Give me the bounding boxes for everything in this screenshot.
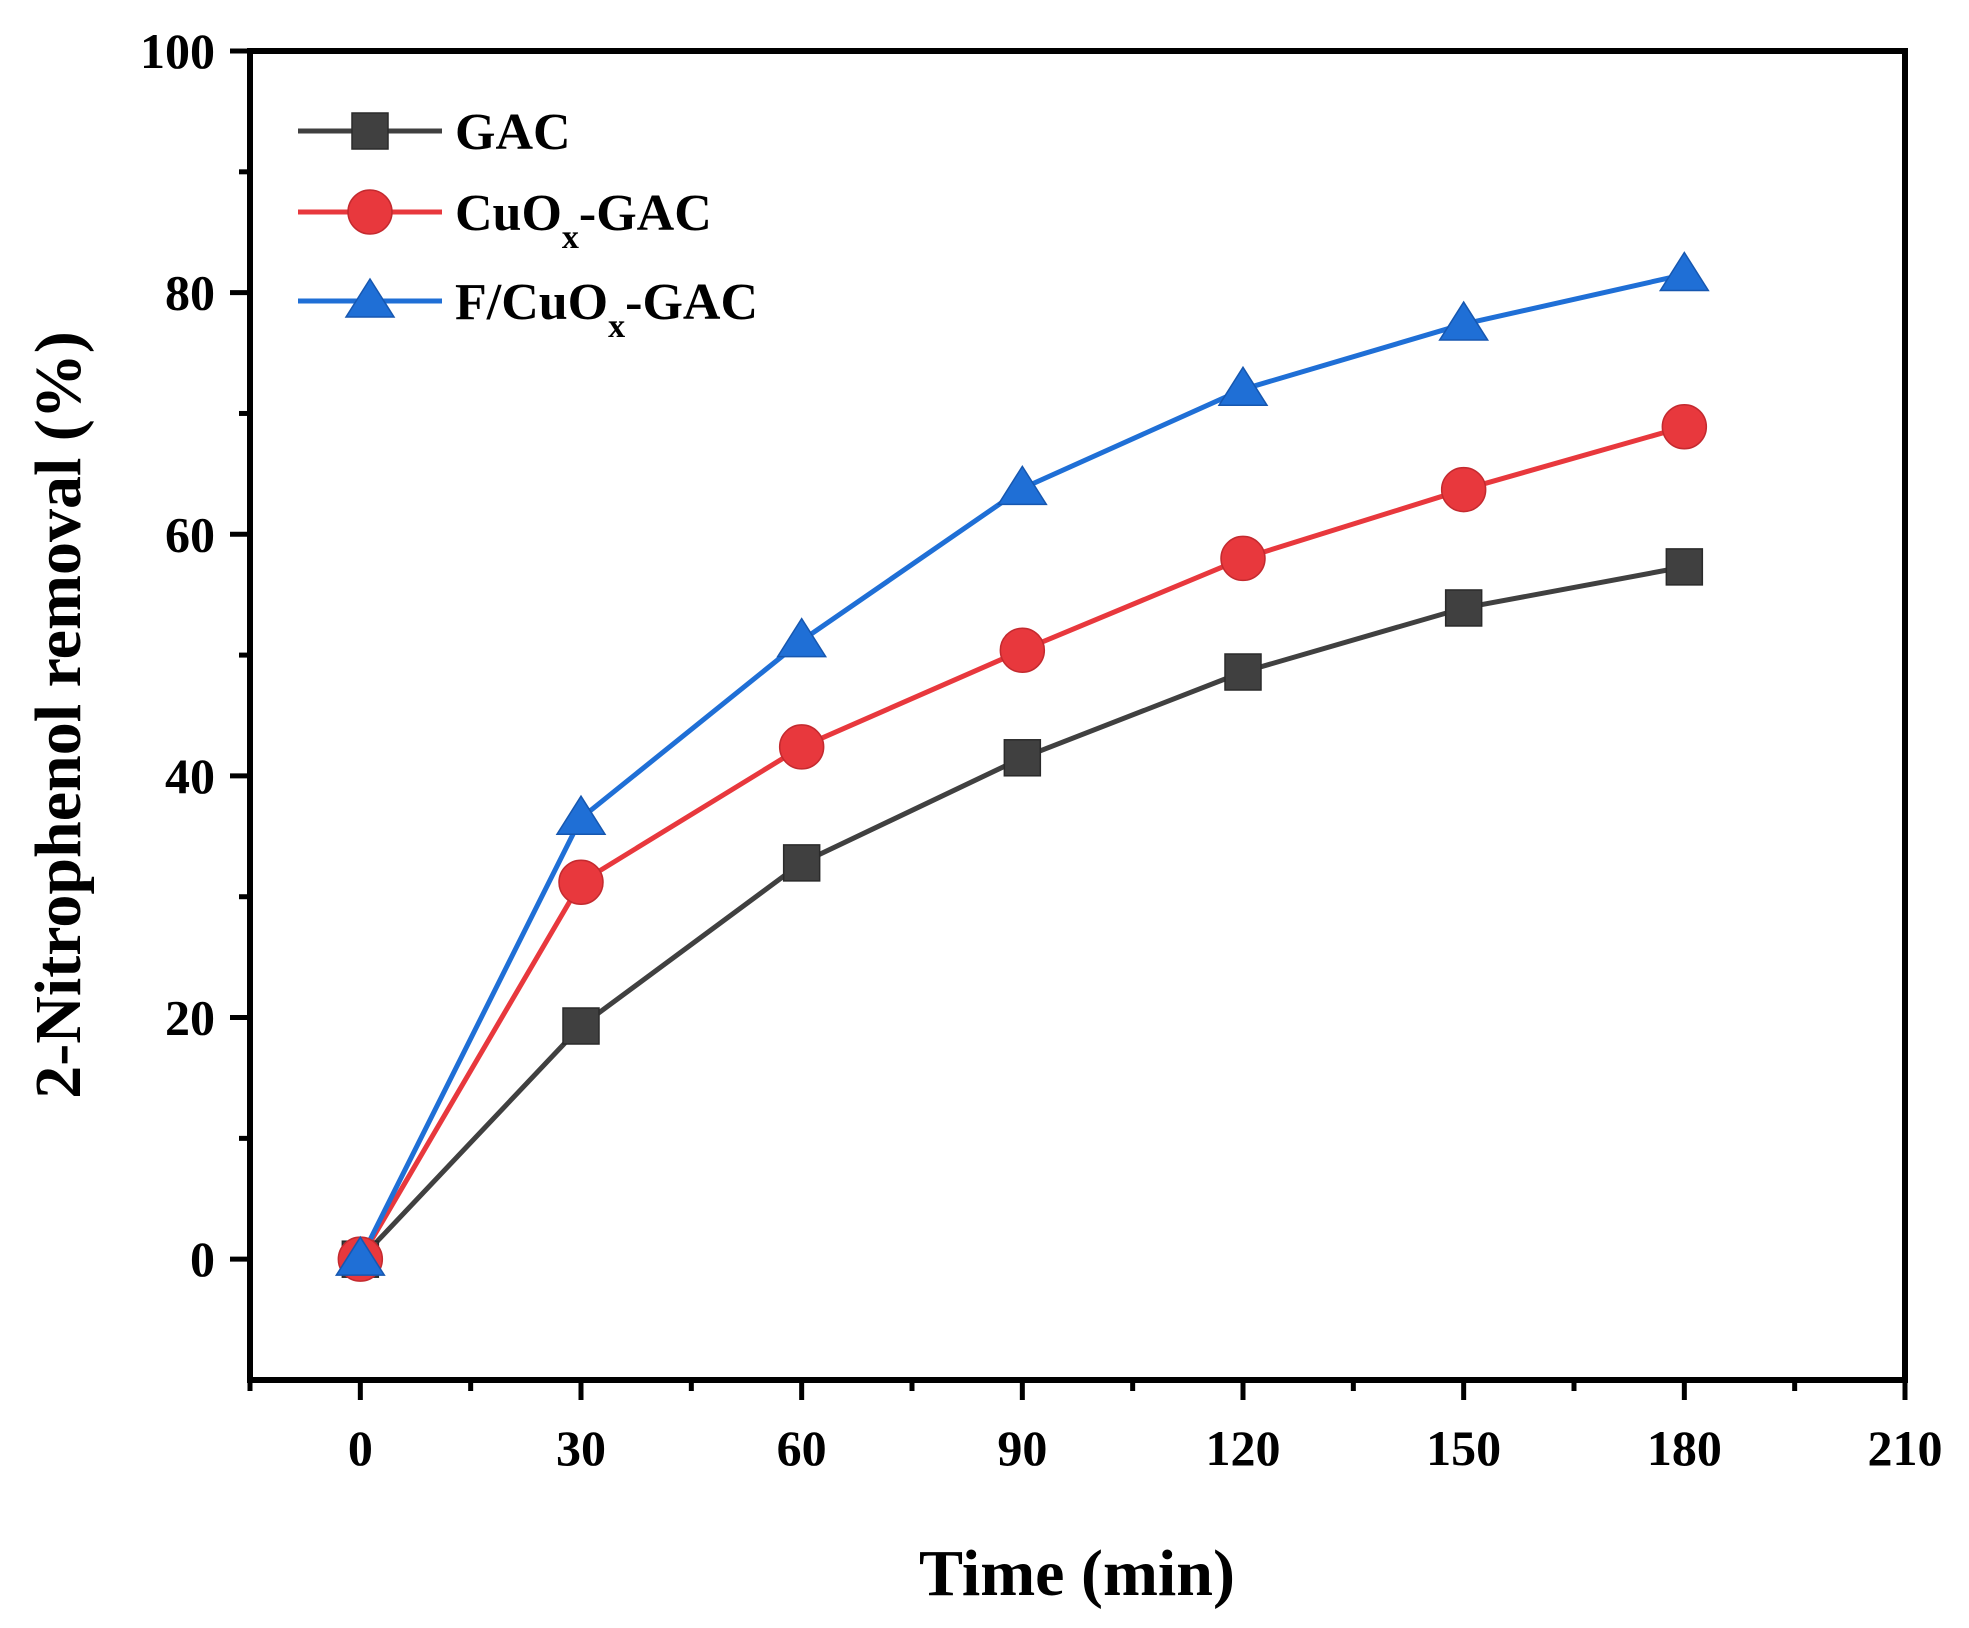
legend-label-subscript: x [562, 219, 579, 256]
data-point-circle [1220, 535, 1266, 582]
x-tick-label: 90 [997, 1420, 1047, 1476]
x-tick-label: 0 [348, 1420, 373, 1476]
data-point-triangle [1217, 365, 1269, 407]
tick-labels: 0 30 60 90 120 150 180 210 0 20 40 60 80 100 [140, 23, 1943, 1476]
data-point-square [1003, 739, 1042, 777]
x-tick-label: 120 [1206, 1420, 1281, 1476]
data-point-circle [1440, 466, 1487, 513]
y-tick-label: 60 [165, 506, 215, 562]
y-axis-title: 2-Nitrophenol removal (%) [22, 331, 95, 1098]
x-tick-label: 60 [777, 1420, 827, 1476]
legend-label-subscript: x [608, 308, 625, 345]
legend-marker [347, 189, 393, 235]
legend-label-tail: -GAC [579, 185, 712, 242]
y-tick-label: 40 [165, 748, 215, 804]
x-tick-label: 150 [1426, 1420, 1501, 1476]
data-point-square [1444, 589, 1483, 627]
y-tick-label: 80 [165, 265, 215, 321]
legend-marker [351, 112, 389, 150]
data-point-circle [999, 627, 1046, 674]
data-point-triangle [996, 464, 1048, 506]
x-tick-label: 210 [1868, 1420, 1943, 1476]
data-point-triangle [1438, 300, 1490, 341]
data-point-circle [1661, 403, 1708, 450]
data-point-square [1665, 548, 1704, 586]
data-point-triangle [776, 617, 828, 658]
legend-label: CuOx-GAC [455, 185, 712, 256]
legend-label-main: GAC [455, 104, 571, 161]
legend-label-main: CuO [455, 185, 562, 242]
y-tick-label: 100 [140, 23, 215, 79]
legend-label: F/CuOx-GAC [455, 274, 758, 345]
plot-frame [247, 48, 1908, 1383]
data-point-triangle [334, 1235, 386, 1276]
series-markers [334, 251, 1710, 1282]
data-point-square [562, 1007, 600, 1045]
data-point-circle [558, 859, 604, 905]
data-point-triangle [1658, 251, 1710, 292]
data-point-square [1224, 653, 1262, 691]
y-tick-label: 0 [190, 1231, 215, 1287]
x-tick-label: 180 [1647, 1420, 1722, 1476]
data-point-triangle [555, 794, 607, 835]
legend-marker [344, 277, 396, 318]
x-tick-label: 30 [556, 1420, 606, 1476]
y-tick-label: 20 [165, 990, 215, 1046]
legend-label-main: F/CuO [455, 274, 608, 331]
legend-label: GAC [455, 104, 571, 161]
legend-label-tail: -GAC [625, 274, 758, 331]
data-point-square [782, 844, 821, 882]
x-axis-title: Time (min) [919, 1537, 1235, 1610]
data-point-circle [778, 724, 825, 770]
